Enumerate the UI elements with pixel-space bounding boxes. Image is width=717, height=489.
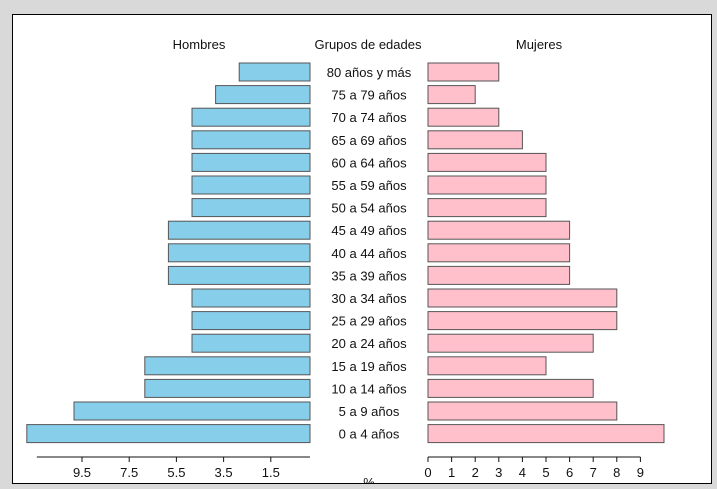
x-tick-label-right: 0: [424, 465, 431, 480]
bar-mujeres: [427, 424, 665, 444]
bar-hombres: [238, 62, 311, 82]
bar-mujeres: [427, 356, 547, 376]
category-label: 25 a 29 años: [331, 314, 407, 329]
bar-mujeres: [427, 401, 618, 421]
category-label: 5 a 9 años: [339, 404, 400, 419]
x-tick-label-right: 6: [566, 465, 573, 480]
bar-mujeres: [427, 378, 594, 398]
x-tick-label-right: 1: [448, 465, 455, 480]
bar-hombres: [167, 265, 311, 285]
bar-hombres: [144, 378, 311, 398]
bar-mujeres: [427, 220, 571, 240]
bar-hombres: [215, 85, 311, 105]
x-tick-label-right: 8: [613, 465, 620, 480]
x-tick-label-right: 2: [472, 465, 479, 480]
bar-mujeres: [427, 243, 571, 263]
category-label: 15 a 19 años: [331, 359, 407, 374]
bar-hombres: [191, 288, 311, 308]
x-axis-label: %: [363, 475, 375, 484]
category-label: 20 a 24 años: [331, 336, 407, 351]
bar-hombres: [191, 198, 311, 218]
bar-hombres: [167, 220, 311, 240]
bar-mujeres: [427, 62, 500, 82]
bar-hombres: [26, 424, 311, 444]
bar-mujeres: [427, 175, 547, 195]
bar-mujeres: [427, 130, 523, 150]
category-label: 75 a 79 años: [331, 88, 407, 103]
bar-mujeres: [427, 107, 500, 127]
x-tick-label-left: 7.5: [120, 465, 138, 480]
bar-mujeres: [427, 152, 547, 172]
bar-hombres: [144, 356, 311, 376]
bar-mujeres: [427, 288, 618, 308]
bar-mujeres: [427, 333, 594, 353]
series-header-left: Hombres: [173, 37, 226, 52]
category-label: 0 a 4 años: [339, 427, 400, 442]
x-tick-label-right: 7: [590, 465, 597, 480]
category-label: 10 a 14 años: [331, 381, 407, 396]
x-tick-label-right: 9: [637, 465, 644, 480]
series-header-right: Mujeres: [516, 37, 563, 52]
bar-mujeres: [427, 85, 476, 105]
category-label: 80 años y más: [327, 65, 412, 80]
population-pyramid-chart: Hombres Grupos de edades Mujeres 80 años…: [26, 37, 665, 484]
center-header: Grupos de edades: [315, 37, 422, 52]
bar-mujeres: [427, 198, 547, 218]
bar-hombres: [191, 311, 311, 331]
category-label: 65 a 69 años: [331, 133, 407, 148]
bar-mujeres: [427, 311, 618, 331]
category-label: 70 a 74 años: [331, 110, 407, 125]
category-label: 30 a 34 años: [331, 291, 407, 306]
category-label: 40 a 44 años: [331, 246, 407, 261]
x-tick-label-right: 4: [519, 465, 526, 480]
bar-hombres: [191, 152, 311, 172]
category-label: 50 a 54 años: [331, 201, 407, 216]
bar-hombres: [191, 130, 311, 150]
x-tick-label-left: 3.5: [215, 465, 233, 480]
chart-frame: Hombres Grupos de edades Mujeres 80 años…: [12, 14, 712, 484]
bar-hombres: [191, 333, 311, 353]
category-label: 45 a 49 años: [331, 223, 407, 238]
bar-hombres: [73, 401, 311, 421]
x-tick-label-left: 9.5: [73, 465, 91, 480]
x-tick-label-left: 1.5: [262, 465, 280, 480]
bar-hombres: [167, 243, 311, 263]
x-tick-label-right: 5: [542, 465, 549, 480]
category-label: 60 a 64 años: [331, 155, 407, 170]
x-tick-label-right: 3: [495, 465, 502, 480]
bar-mujeres: [427, 265, 571, 285]
category-label: 55 a 59 años: [331, 178, 407, 193]
x-tick-label-left: 5.5: [167, 465, 185, 480]
bar-hombres: [191, 107, 311, 127]
bar-hombres: [191, 175, 311, 195]
category-label: 35 a 39 años: [331, 268, 407, 283]
